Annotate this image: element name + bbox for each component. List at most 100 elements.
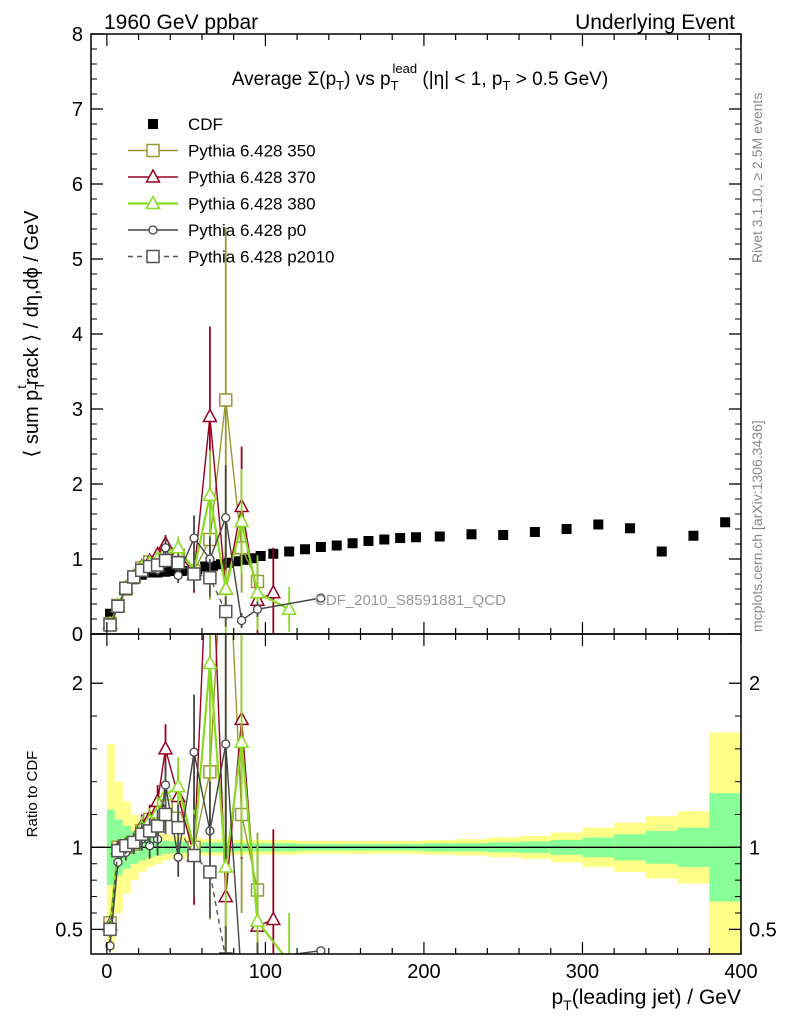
ratio-ytick-label: 2 xyxy=(72,673,83,695)
data-point xyxy=(203,865,217,879)
data-point xyxy=(221,513,231,523)
data-point xyxy=(316,593,326,603)
data-point xyxy=(379,534,390,545)
data-point xyxy=(239,554,250,565)
data-point xyxy=(158,553,173,568)
ratio-plot: 0.5 0.5 1 1 2 2 0 100 200 300 400 xyxy=(55,633,777,984)
xtick-label: 200 xyxy=(407,961,440,983)
xtick-label: 0 xyxy=(101,961,112,983)
data-point xyxy=(363,536,374,546)
data-point xyxy=(202,407,218,423)
data-point xyxy=(189,747,199,757)
data-point xyxy=(170,778,186,793)
legend-item: CDF xyxy=(148,115,223,134)
data-point xyxy=(347,538,358,549)
data-point xyxy=(300,544,311,555)
data-point xyxy=(105,608,116,619)
data-point xyxy=(189,533,199,543)
data-point xyxy=(233,733,250,749)
data-point xyxy=(103,618,117,632)
data-point xyxy=(688,530,699,541)
data-point xyxy=(221,739,231,749)
header-right: Underlying Event xyxy=(575,11,735,34)
legend-marker xyxy=(145,194,161,210)
legend-item: Pythia 6.428 370 xyxy=(128,168,316,187)
series-4 xyxy=(103,794,233,954)
y-axis-label: ⟨ sum pTtrack ⟩ / dη,dϕ / GeV xyxy=(14,210,47,458)
data-point xyxy=(119,581,133,595)
data-point xyxy=(233,512,250,528)
data-point xyxy=(656,546,667,557)
data-point xyxy=(466,529,477,540)
data-point xyxy=(720,517,731,528)
legend-marker xyxy=(146,249,160,264)
main-ytick-label: 1 xyxy=(72,549,83,571)
legend-marker xyxy=(145,168,161,183)
ratio-ytick-label: 0.5 xyxy=(55,919,83,941)
legend-label: CDF xyxy=(188,115,223,134)
data-point xyxy=(316,946,326,954)
main-ytick-label: 0 xyxy=(72,624,83,646)
data-point xyxy=(434,531,445,542)
header-left: 1960 GeV ppbar xyxy=(104,11,258,34)
data-point xyxy=(171,556,185,570)
data-point xyxy=(202,654,218,670)
legend-item: Pythia 6.428 350 xyxy=(128,142,316,161)
ratio-y-axis-label: Ratio to CDF xyxy=(24,751,41,838)
legend: CDF Pythia 6.428 350 Pythia 6.428 370 Pythi… xyxy=(128,115,335,267)
data-point xyxy=(187,567,201,581)
data-point xyxy=(284,546,295,557)
data-point xyxy=(238,976,246,984)
data-point xyxy=(529,527,540,537)
legend-item: Pythia 6.428 380 xyxy=(128,195,316,214)
data-point xyxy=(231,556,242,567)
legend-marker xyxy=(148,119,158,129)
data-point xyxy=(498,530,509,540)
data-point xyxy=(170,539,186,554)
data-point xyxy=(171,820,185,835)
main-ytick-label: 6 xyxy=(72,174,83,196)
data-point xyxy=(252,604,263,614)
data-point xyxy=(593,519,604,530)
analysis-label: CDF_2010_S8591881_QCD xyxy=(315,592,506,609)
data-point xyxy=(281,600,297,615)
data-point xyxy=(265,910,282,926)
main-plot: 0 1 2 3 4 5 6 7 8 xyxy=(72,24,742,646)
main-ytick-label: 3 xyxy=(72,399,83,421)
legend-label: Pythia 6.428 350 xyxy=(188,142,316,161)
data-point xyxy=(113,857,123,867)
xtick-label: 100 xyxy=(249,961,282,983)
data-point xyxy=(315,542,326,552)
ratio-plot-frame xyxy=(90,633,742,955)
legend-item: Pythia 6.428 p2010 xyxy=(128,248,335,267)
data-point xyxy=(255,551,266,561)
data-point xyxy=(219,393,233,407)
main-ytick-label: 7 xyxy=(72,99,83,121)
data-point xyxy=(200,561,211,572)
data-point xyxy=(157,740,174,755)
data-point xyxy=(219,604,233,619)
ratio-ytick-label: 1 xyxy=(72,837,83,859)
data-point xyxy=(561,524,572,534)
x-axis-label: pT(leading jet) / GeV xyxy=(551,986,741,1013)
data-point xyxy=(411,532,421,543)
ratio-ytick-label-right: 0.5 xyxy=(749,919,777,941)
main-ytick-label: 8 xyxy=(72,24,83,46)
data-point xyxy=(173,570,183,581)
data-point xyxy=(247,553,258,564)
series-3 xyxy=(102,450,297,634)
xtick-label: 400 xyxy=(724,961,757,983)
mcplots-label: mcplots.cern.ch [arXiv:1306.3436] xyxy=(749,420,765,632)
main-title: Average Σ(pT) vs pTlead (|η| < 1, pT > 0… xyxy=(232,61,608,93)
data-point xyxy=(187,848,201,863)
legend-label: Pythia 6.428 p0 xyxy=(188,221,306,240)
data-point xyxy=(150,819,165,833)
main-ytick-label: 2 xyxy=(72,474,83,496)
data-point xyxy=(236,615,247,626)
data-point xyxy=(223,557,234,568)
data-point xyxy=(158,807,173,822)
data-point xyxy=(160,780,171,790)
legend-item: Pythia 6.428 p0 xyxy=(128,221,306,240)
legend-label: Pythia 6.428 p2010 xyxy=(188,248,335,267)
